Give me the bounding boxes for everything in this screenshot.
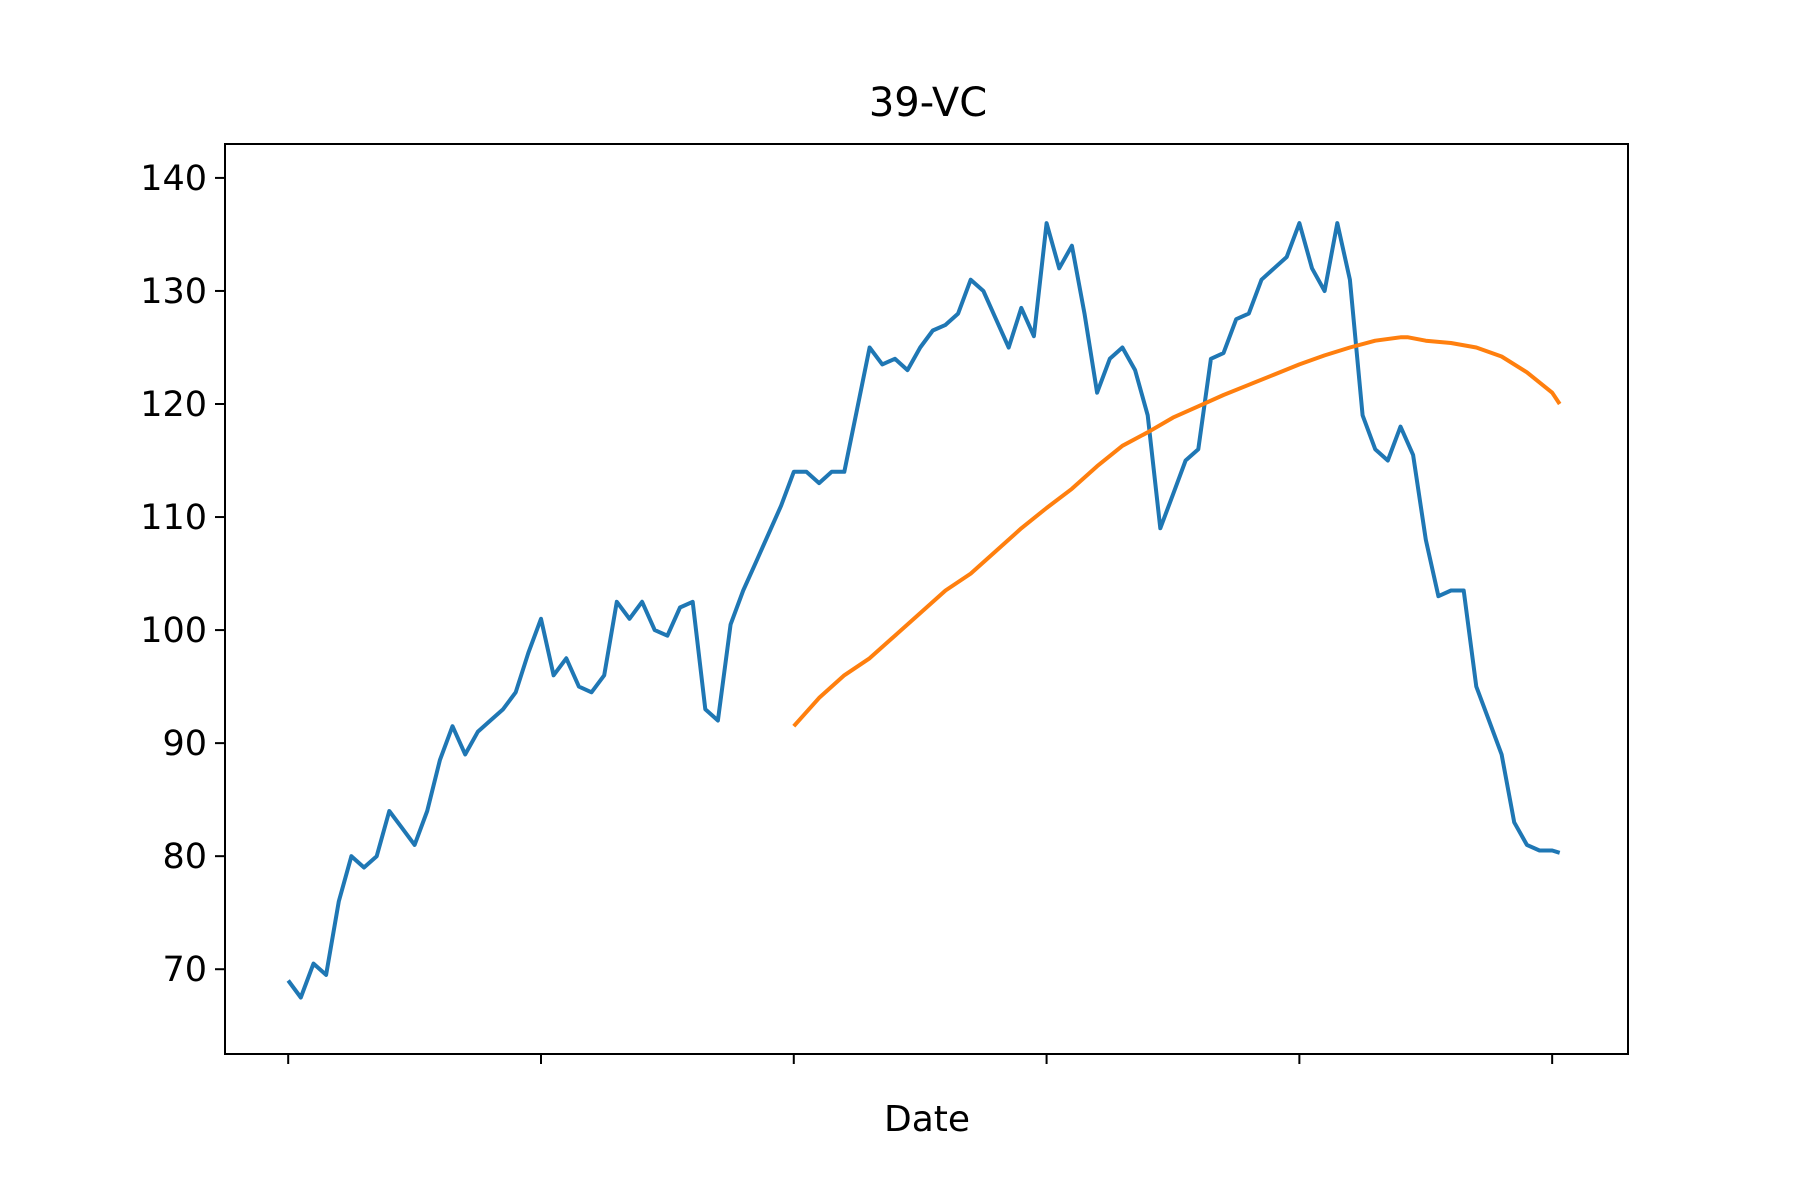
y-tick-label: 100 [140, 611, 207, 651]
y-tick-label: 70 [162, 950, 207, 990]
y-tick-label: 90 [162, 724, 207, 764]
y-axis: 70 80 90 100 110 120 130 140 [140, 159, 225, 990]
plot-area [286, 221, 1562, 1000]
y-tick-label: 120 [140, 385, 207, 425]
y-tick-label: 130 [140, 272, 207, 312]
series-line-1 [286, 221, 1561, 1000]
series-line-2 [792, 335, 1562, 728]
plot-frame [224, 143, 1629, 1055]
y-tick-label: 110 [140, 498, 207, 538]
chart-title: 39-VC [869, 80, 987, 126]
x-axis [287, 1054, 1554, 1064]
y-tick-label: 140 [140, 159, 207, 199]
y-tick-label: 80 [162, 837, 207, 877]
x-axis-label: Date [884, 1099, 970, 1140]
